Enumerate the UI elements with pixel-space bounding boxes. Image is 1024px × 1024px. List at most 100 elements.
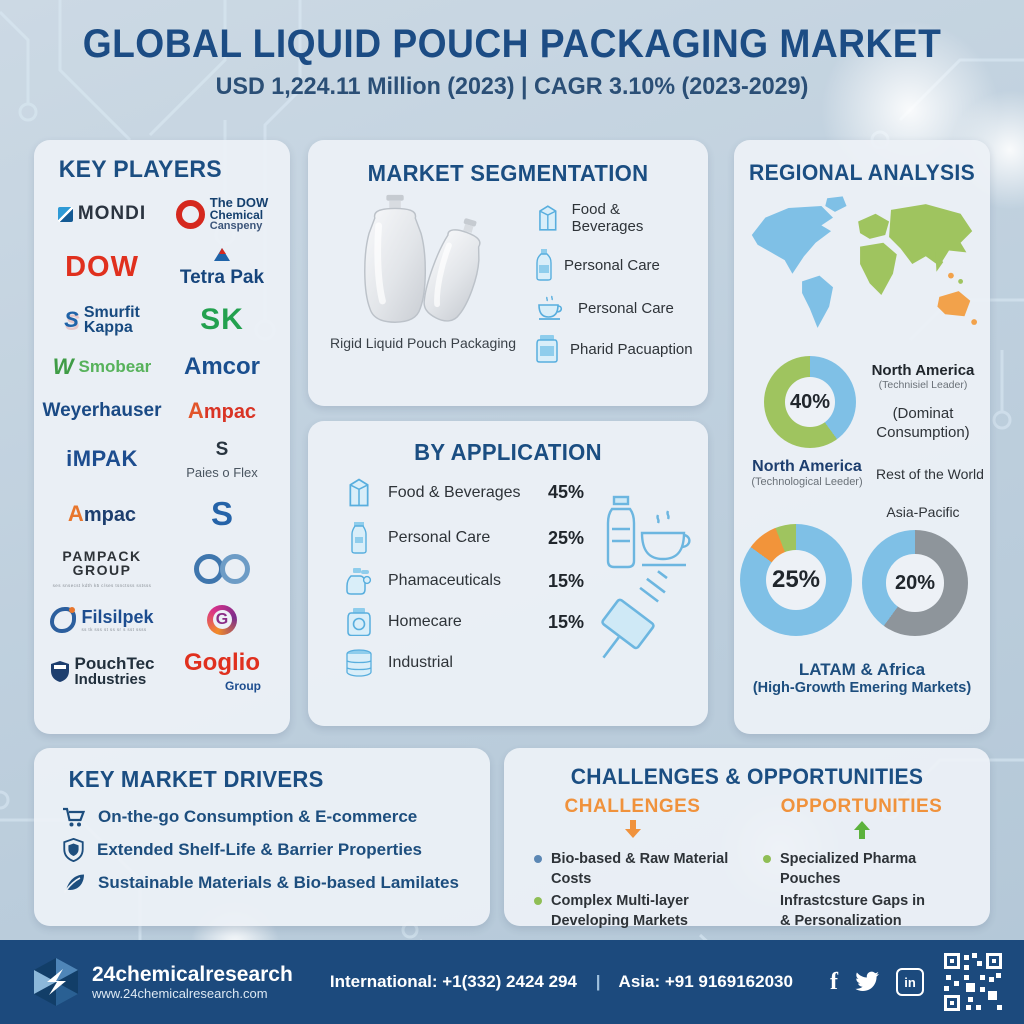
red-ring-icon <box>175 199 205 229</box>
segment-item: Pharid Pacuaption <box>536 335 694 363</box>
opportunities-column: OPPORTUNITIES Specialized Pharma Pouches… <box>747 796 976 934</box>
bullet-dot <box>763 855 771 863</box>
qr-code[interactable] <box>944 953 1002 1011</box>
logo-sk: SK <box>200 303 244 337</box>
drivers-title: KEY MARKET DRIVERS <box>68 766 324 792</box>
gradient-g-icon: G <box>207 604 237 635</box>
filsilpek-blob-icon <box>50 606 77 633</box>
application-row: Food & Beverages 45% <box>342 476 708 509</box>
brand-website: www.24chemicalresearch.com <box>92 985 268 1001</box>
twitter-icon[interactable] <box>854 971 880 993</box>
filsilpek-tagline: ss tk sss st ss sr s sst ssss <box>81 626 147 632</box>
opportunity-bullet: Specialized Pharma Pouches <box>763 850 976 889</box>
homecare-jar-icon <box>347 608 371 636</box>
social-icons: f in <box>830 968 924 996</box>
interlocked-rings-logo <box>220 553 250 584</box>
drum-icon <box>346 649 372 677</box>
company-hexagon-logo <box>34 958 78 1006</box>
logo-smurfit-kappa: S Smurfit Kappa <box>64 304 140 337</box>
s-monogram-icon: S <box>215 438 229 460</box>
donut-center-label: 40% <box>789 390 831 413</box>
regional-analysis-panel: REGIONAL ANALYSIS 40% North America (Tec… <box>734 140 990 734</box>
leaf-icon <box>63 874 84 893</box>
segmentation-title: MARKET SEGMENTATION <box>367 160 649 186</box>
logo-amcor: Amcor <box>183 353 261 381</box>
phone-international: International: +1(332) 2424 294 <box>329 972 577 991</box>
logo-pouchtec: PouchTec Industries <box>50 655 154 687</box>
donut-center-label: 25% <box>771 566 821 593</box>
shield-icon <box>63 838 84 862</box>
opportunity-line: & Personalization <box>780 912 902 929</box>
brand-block: 24chemicalresearch www.24chemicalresearc… <box>30 956 293 1008</box>
pouch-caption: Rigid Liquid Pouch Packaging <box>329 335 516 351</box>
vial-icon <box>351 522 367 554</box>
asia-pacific-label: Asia-Pacific <box>886 504 960 520</box>
syringe-icon <box>601 570 668 659</box>
logo-dow-chemical: The DOW Chemical Canspeny <box>175 196 268 232</box>
header: GLOBAL LIQUID POUCH PACKAGING MARKET USD… <box>0 22 1024 101</box>
rest-of-world-label: Rest of the World <box>876 466 984 482</box>
logo-pampack-group: PAMPACK GROUP ses snsecst kdth k5 c/ses … <box>52 548 152 589</box>
logo-mondi: MONDI <box>57 203 146 225</box>
donut-center-label: 20% <box>894 571 936 594</box>
bullet-dot <box>534 897 542 906</box>
page-subtitle: USD 1,224.11 Million (2023) | CAGR 3.10%… <box>215 73 809 100</box>
bullet-dot <box>534 855 542 863</box>
brand-name: 24chemicalresearch <box>92 963 293 987</box>
challenges-label: CHALLENGES <box>564 796 701 817</box>
bottle-icon <box>536 249 552 281</box>
opportunities-label: OPPORTUNITIES <box>780 796 943 817</box>
application-row: Industrial <box>342 649 708 677</box>
logo-g: G <box>207 604 237 635</box>
green-w-icon: W <box>52 354 74 380</box>
driver-item: On-the-go Consumption & E-commerce <box>62 805 490 829</box>
application-row: Personal Care 25% <box>342 522 708 554</box>
tetra-triangle-icon <box>213 248 230 262</box>
north-america-below-label: North America (Technological Leeder) <box>751 458 863 488</box>
logo-dow: DOW <box>65 251 139 284</box>
page-title: GLOBAL LIQUID POUCH PACKAGING MARKET <box>82 22 942 66</box>
north-america-share-donut: 40% <box>764 356 856 448</box>
coffee-cup-icon <box>538 295 563 320</box>
application-row: Homecare 15% <box>342 608 708 636</box>
logo-ampac-red: Ampac <box>187 397 257 423</box>
carton-icon <box>539 205 557 231</box>
shopping-cart-icon <box>63 807 86 827</box>
challenges-opportunities-title: CHALLENGES & OPPORTUNITIES <box>570 764 924 789</box>
market-segmentation-panel: MARKET SEGMENTATION <box>308 140 708 406</box>
challenge-bullet: Bio-based & Raw Material Costs <box>534 850 747 889</box>
key-players-panel: KEY PLAYERS MONDI The DOW Chemical Cansp… <box>34 140 290 734</box>
pump-bottle-icon <box>346 568 372 595</box>
challenge-bullet: Complex Multi-layer Developing Markets <box>534 892 747 931</box>
phone-asia: Asia: +91 9169162030 <box>618 972 793 991</box>
logo-s: S <box>210 494 233 532</box>
challenges-column: CHALLENGES Bio-based & Raw Material Cost… <box>518 796 747 934</box>
logo-goglio: Goglio Group <box>184 648 261 693</box>
up-arrow-icon <box>853 821 870 839</box>
logo-smobear: W Smobear <box>52 354 152 380</box>
logo-weyerhauser: Weyerhauser <box>42 399 162 421</box>
key-market-drivers-panel: KEY MARKET DRIVERS On-the-go Consumption… <box>34 748 490 926</box>
segment-item: Personal Care <box>536 249 694 281</box>
asia-pacific-share-donut: 20% <box>862 530 968 636</box>
down-arrow-icon <box>624 820 641 838</box>
logo-paies-o-flex: S Paies o Flex <box>186 438 258 480</box>
by-application-panel: BY APPLICATION Food & Beverages 45% <box>308 421 708 726</box>
carton-icon <box>349 478 369 507</box>
jar-icon <box>536 335 558 363</box>
spouted-pouch <box>423 218 481 322</box>
segment-item: Personal Care <box>536 295 694 321</box>
latam-africa-share-donut: 25% <box>740 524 852 636</box>
segment-item: Food & Beverages <box>536 201 694 235</box>
regional-title: REGIONAL ANALYSIS <box>749 160 975 185</box>
logo-interlocked-rings <box>194 553 250 584</box>
regional-caption: LATAM & Africa (High-Growth Emering Mark… <box>752 660 972 696</box>
facebook-icon[interactable]: f <box>830 968 838 995</box>
application-title: BY APPLICATION <box>414 439 602 465</box>
linkedin-icon[interactable]: in <box>896 968 924 996</box>
spray-bottle-and-cup-icon <box>606 495 691 569</box>
north-america-labels: North America (Technisiel Leader) (Domin… <box>871 362 975 441</box>
logo-impak: iMPAK <box>66 446 138 472</box>
driver-item: Sustainable Materials & Bio-based Lamila… <box>62 871 490 895</box>
